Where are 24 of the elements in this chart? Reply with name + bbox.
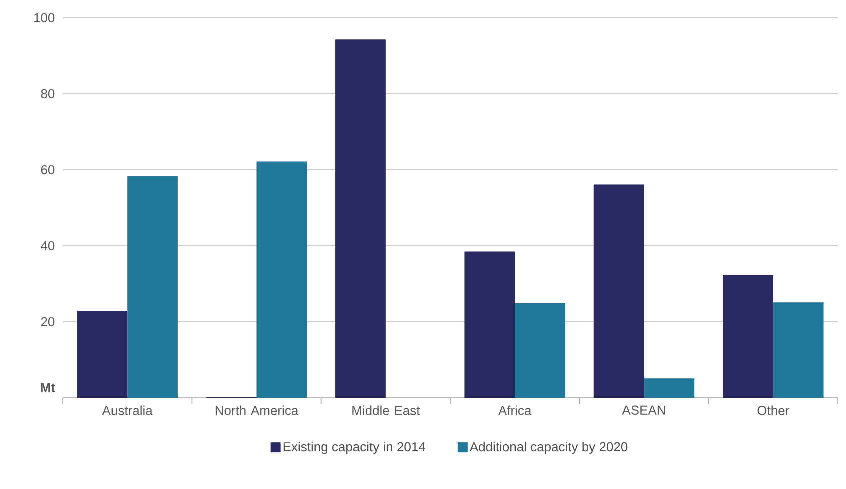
x-tick-label: Australia xyxy=(102,406,153,416)
x-tick-label: Middle East xyxy=(352,406,420,416)
bar xyxy=(773,302,824,398)
y-tick-label: 40 xyxy=(41,241,55,251)
bar xyxy=(644,378,695,398)
x-tick-label: ASEAN xyxy=(622,406,666,415)
x-tick-label: North America xyxy=(216,406,299,416)
bar xyxy=(723,275,774,398)
bar xyxy=(256,162,308,398)
bar xyxy=(336,40,386,398)
x-tick-label: Other xyxy=(758,406,790,416)
bar xyxy=(515,303,566,398)
legend-label: Additional capacity by 2020 xyxy=(470,442,628,454)
y-tick-label: 20 xyxy=(41,317,55,327)
x-tick-label: Africa xyxy=(498,406,532,416)
y-tick-label: 80 xyxy=(41,89,55,99)
legend-label: Existing capacity in 2014 xyxy=(284,442,426,454)
bar xyxy=(594,184,644,398)
bar xyxy=(464,252,516,398)
y-tick-label: 100 xyxy=(34,13,55,23)
bar xyxy=(77,310,128,398)
y-axis-title: Mt xyxy=(41,383,56,392)
bar xyxy=(128,176,178,398)
y-tick-label: 60 xyxy=(41,165,55,175)
